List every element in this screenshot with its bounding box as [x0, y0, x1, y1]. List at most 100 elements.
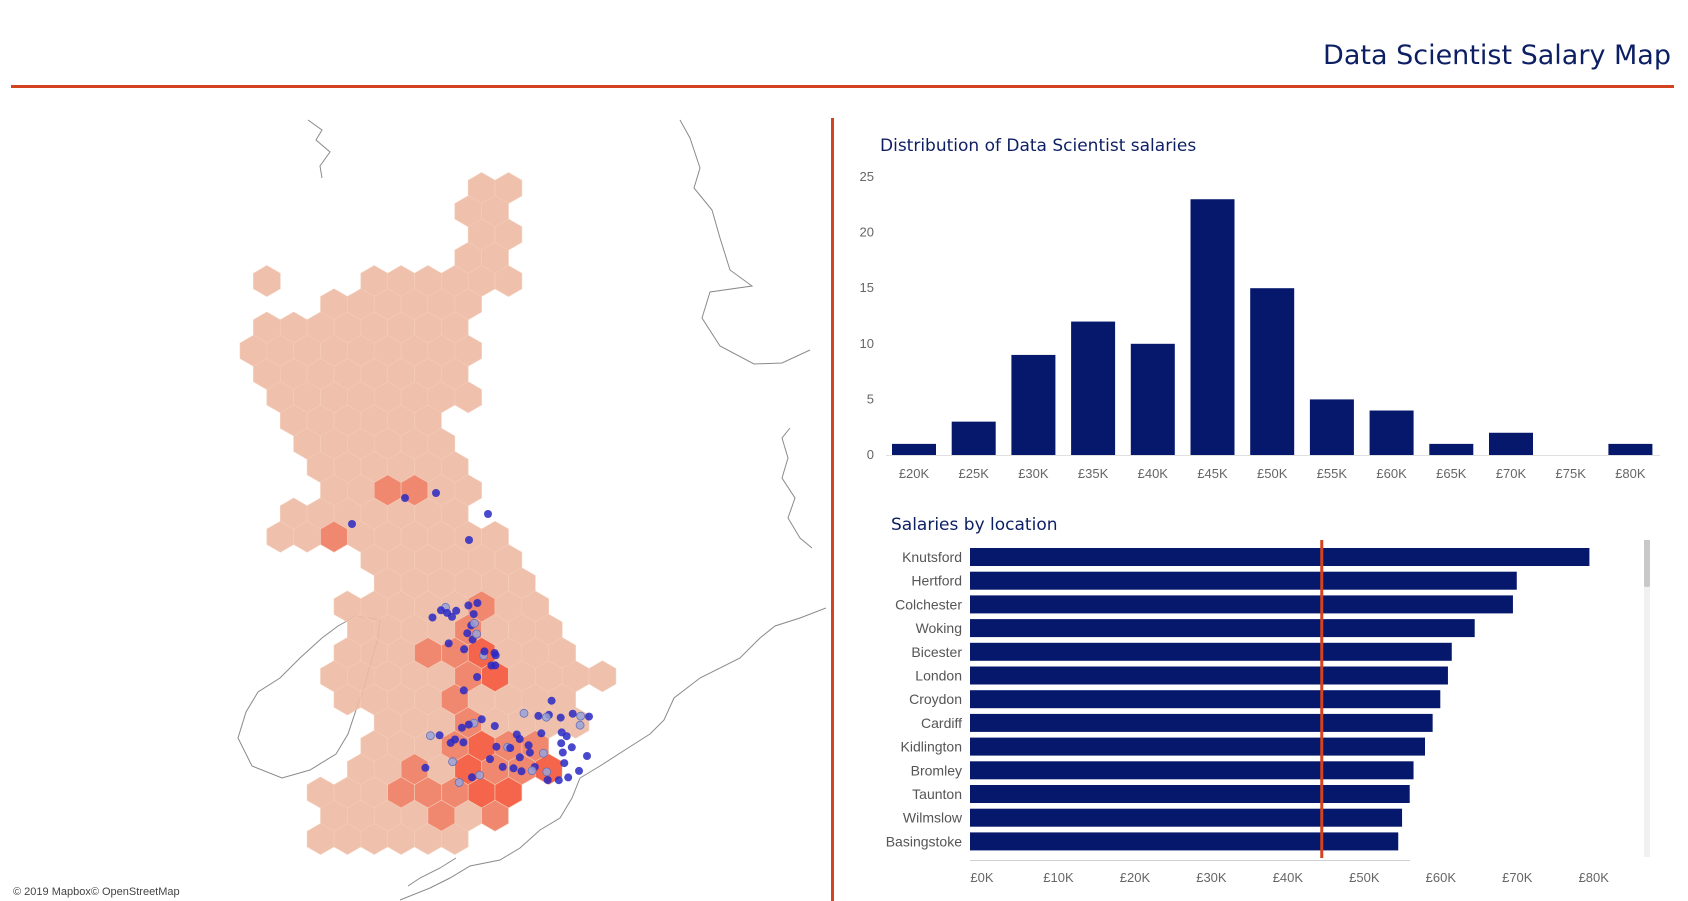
- job-dot[interactable]: [541, 712, 551, 722]
- job-dot[interactable]: [486, 755, 494, 764]
- job-dot[interactable]: [517, 767, 526, 776]
- job-dot[interactable]: [547, 696, 556, 705]
- job-dot[interactable]: [506, 744, 515, 752]
- job-dot[interactable]: [492, 742, 501, 751]
- job-dot[interactable]: [515, 753, 524, 762]
- job-dot[interactable]: [524, 741, 533, 750]
- job-dot[interactable]: [557, 739, 566, 748]
- job-dot[interactable]: [437, 606, 445, 615]
- job-dot[interactable]: [534, 711, 543, 720]
- job-dot[interactable]: [490, 722, 499, 730]
- job-dot[interactable]: [472, 629, 482, 639]
- job-dot[interactable]: [464, 601, 473, 610]
- histogram-bar[interactable]: [1250, 288, 1295, 455]
- job-dot[interactable]: [477, 715, 486, 724]
- job-dot[interactable]: [428, 613, 437, 622]
- location-bar[interactable]: [970, 761, 1414, 780]
- histogram-bar[interactable]: [1369, 410, 1414, 455]
- job-dot[interactable]: [473, 599, 482, 607]
- job-dot[interactable]: [435, 731, 444, 740]
- histogram-bar[interactable]: [1309, 399, 1354, 455]
- scrollbar-thumb[interactable]: [1644, 540, 1650, 587]
- job-dot[interactable]: [480, 647, 489, 656]
- scroll-track[interactable]: [1644, 540, 1650, 857]
- job-dot[interactable]: [459, 686, 468, 695]
- job-dot[interactable]: [575, 766, 583, 775]
- job-dot[interactable]: [452, 606, 461, 615]
- hex-bin[interactable]: [588, 660, 617, 693]
- job-dot[interactable]: [463, 629, 472, 638]
- job-dot[interactable]: [519, 708, 529, 718]
- job-dot[interactable]: [444, 639, 453, 648]
- job-dot[interactable]: [484, 510, 492, 518]
- histogram-bar[interactable]: [1608, 443, 1653, 455]
- job-dot[interactable]: [457, 723, 466, 732]
- job-dot[interactable]: [554, 776, 563, 785]
- location-bar[interactable]: [970, 666, 1448, 685]
- hexbin-map[interactable]: © 2019 Mapbox© OpenStreetMap: [0, 118, 826, 901]
- histogram-bar[interactable]: [1489, 432, 1533, 455]
- job-dot[interactable]: [575, 720, 585, 730]
- job-dot[interactable]: [401, 494, 409, 502]
- histogram-bar[interactable]: [1011, 354, 1056, 455]
- job-dot[interactable]: [560, 759, 569, 768]
- histogram-bar[interactable]: [951, 421, 996, 455]
- location-bar[interactable]: [970, 642, 1452, 661]
- job-dot[interactable]: [562, 732, 571, 741]
- job-dot[interactable]: [464, 720, 473, 729]
- job-dot[interactable]: [542, 767, 552, 777]
- histogram-bar[interactable]: [1130, 343, 1175, 455]
- job-dot[interactable]: [515, 735, 524, 743]
- hex-bin[interactable]: [253, 265, 281, 297]
- job-dot[interactable]: [469, 610, 478, 619]
- job-dot[interactable]: [459, 738, 468, 747]
- job-dot[interactable]: [568, 709, 577, 718]
- job-dot[interactable]: [583, 752, 591, 760]
- location-bar[interactable]: [970, 808, 1403, 827]
- job-dot[interactable]: [451, 735, 459, 744]
- job-dot[interactable]: [525, 748, 534, 757]
- location-bar[interactable]: [970, 595, 1513, 614]
- job-dot[interactable]: [432, 489, 440, 497]
- histogram-bar[interactable]: [1071, 321, 1116, 455]
- job-dot[interactable]: [469, 618, 479, 628]
- job-dot[interactable]: [509, 764, 518, 773]
- location-bar[interactable]: [970, 737, 1425, 756]
- job-dot[interactable]: [487, 661, 496, 670]
- location-bar[interactable]: [970, 548, 1590, 566]
- job-dot[interactable]: [468, 773, 476, 782]
- location-bar[interactable]: [970, 785, 1410, 803]
- job-dot[interactable]: [543, 776, 552, 784]
- job-dot[interactable]: [475, 770, 485, 780]
- location-bar[interactable]: [970, 832, 1399, 851]
- map-canvas[interactable]: [0, 118, 826, 901]
- location-bar[interactable]: [970, 713, 1433, 732]
- job-dot[interactable]: [585, 712, 593, 721]
- location-bar[interactable]: [970, 619, 1475, 638]
- hex-bin[interactable]: [441, 823, 469, 855]
- histogram-bar[interactable]: [1190, 199, 1235, 455]
- job-dot[interactable]: [448, 757, 458, 767]
- location-bar[interactable]: [970, 571, 1517, 590]
- job-dot[interactable]: [539, 748, 548, 758]
- job-dot[interactable]: [421, 763, 430, 772]
- job-dot[interactable]: [473, 673, 482, 681]
- job-dot[interactable]: [556, 713, 565, 722]
- job-dot[interactable]: [465, 536, 473, 544]
- job-dot[interactable]: [567, 743, 576, 752]
- hex-bin[interactable]: [454, 381, 482, 414]
- job-dot[interactable]: [460, 645, 469, 654]
- job-dot[interactable]: [564, 773, 573, 782]
- job-dot[interactable]: [527, 766, 537, 776]
- job-dot[interactable]: [576, 711, 586, 721]
- histogram-bar[interactable]: [892, 443, 936, 455]
- job-dot[interactable]: [454, 778, 464, 787]
- job-dot[interactable]: [425, 731, 435, 741]
- job-dot[interactable]: [537, 729, 546, 738]
- job-dot[interactable]: [490, 649, 499, 657]
- hex-bin[interactable]: [494, 265, 523, 297]
- job-dot[interactable]: [348, 520, 356, 528]
- hex-bin[interactable]: [481, 799, 509, 832]
- job-dot[interactable]: [498, 762, 507, 771]
- job-dot[interactable]: [448, 612, 456, 621]
